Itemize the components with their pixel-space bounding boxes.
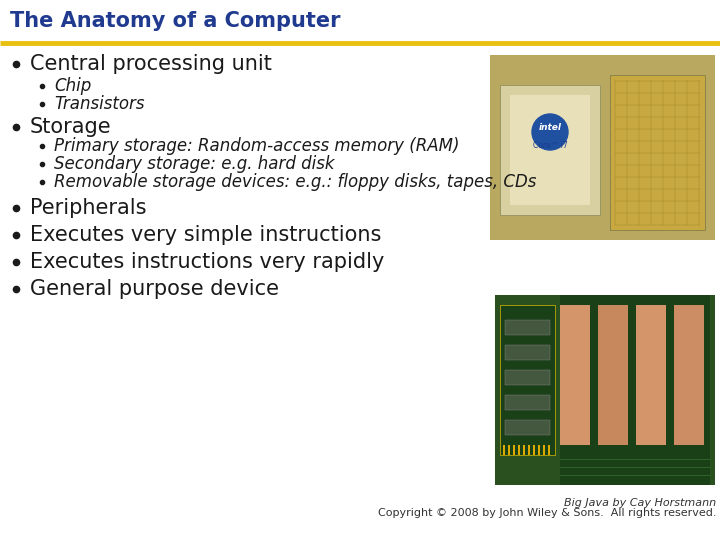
Text: Transistors: Transistors xyxy=(54,95,145,113)
Text: General purpose device: General purpose device xyxy=(30,279,279,299)
Text: The Anatomy of a Computer: The Anatomy of a Computer xyxy=(10,11,341,31)
Bar xyxy=(560,295,710,485)
Bar xyxy=(560,305,590,445)
Text: Removable storage devices: e.g.: floppy disks, tapes, CDs: Removable storage devices: e.g.: floppy … xyxy=(54,173,536,191)
Text: Central processing unit: Central processing unit xyxy=(30,54,272,74)
Text: Executes very simple instructions: Executes very simple instructions xyxy=(30,225,382,245)
Bar xyxy=(598,305,628,445)
Bar xyxy=(500,305,555,455)
Bar xyxy=(508,445,510,455)
Bar xyxy=(510,95,590,205)
Bar xyxy=(505,420,550,435)
Circle shape xyxy=(532,114,568,150)
Text: Copyright © 2008 by John Wiley & Sons.  All rights reserved.: Copyright © 2008 by John Wiley & Sons. A… xyxy=(377,508,716,518)
Bar xyxy=(495,295,715,485)
Bar xyxy=(538,445,540,455)
Bar xyxy=(548,445,550,455)
Bar xyxy=(674,305,704,445)
Bar xyxy=(636,305,666,445)
Bar xyxy=(610,75,705,230)
Text: Big Java by Cay Horstmann: Big Java by Cay Horstmann xyxy=(564,498,716,508)
Bar xyxy=(533,445,535,455)
Bar xyxy=(513,445,515,455)
Bar xyxy=(490,55,715,240)
Bar xyxy=(0,0,720,42)
Text: intel: intel xyxy=(539,124,562,132)
Bar xyxy=(500,85,600,215)
Bar xyxy=(505,395,550,410)
Text: Chip: Chip xyxy=(54,77,91,95)
Text: Storage: Storage xyxy=(30,117,112,137)
Bar xyxy=(505,320,550,335)
Text: Secondary storage: e.g. hard disk: Secondary storage: e.g. hard disk xyxy=(54,155,335,173)
Bar xyxy=(505,370,550,385)
Text: Executes instructions very rapidly: Executes instructions very rapidly xyxy=(30,252,384,272)
Text: Primary storage: Random-access memory (RAM): Primary storage: Random-access memory (R… xyxy=(54,137,459,155)
Bar xyxy=(523,445,525,455)
Text: Peripherals: Peripherals xyxy=(30,198,146,218)
Bar xyxy=(503,445,505,455)
Bar xyxy=(528,445,530,455)
Bar xyxy=(543,445,545,455)
Text: Core™ i7: Core™ i7 xyxy=(533,140,567,150)
Bar xyxy=(518,445,520,455)
Bar xyxy=(505,345,550,360)
